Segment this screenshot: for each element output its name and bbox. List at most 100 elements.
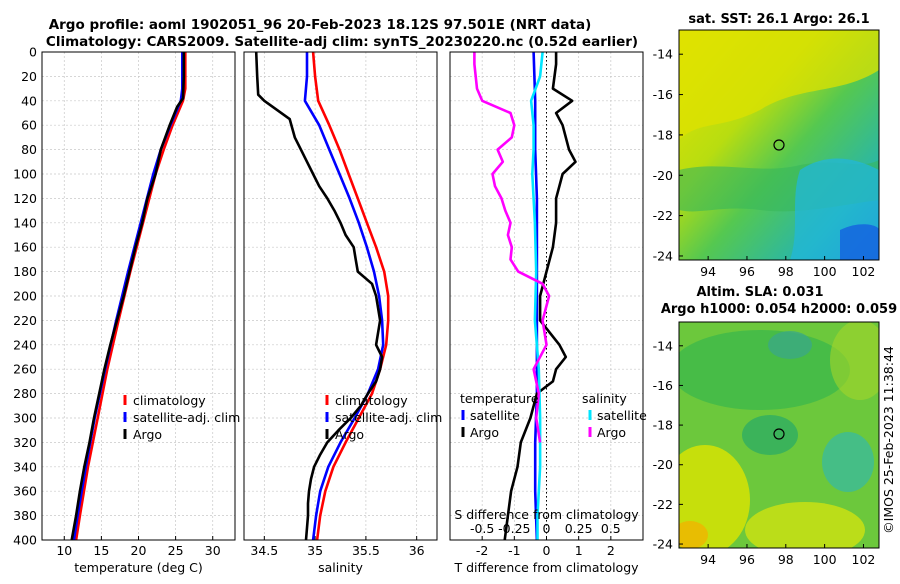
differences-series-salinity-argo	[473, 52, 551, 443]
depth-tick-label: 240	[13, 337, 37, 352]
sst-lon-tick-label: 100	[813, 264, 837, 279]
salinity-series-group	[254, 52, 390, 540]
sst-lat-tick-label: -24	[653, 248, 673, 263]
depth-tick-label: 360	[13, 484, 37, 499]
salinity-xtick-label: 36	[409, 543, 425, 558]
temperature-profile-panel: 10 15 20 25 30020406080100120140160180200220…	[13, 45, 240, 576]
temperature-legend-label: climatology	[133, 393, 206, 408]
salinity-xtick-label: 34.5	[250, 543, 278, 558]
sla-map-ticks: 94 96 98 100 102 -14 -16 -18 -20 -22 -24	[653, 338, 876, 567]
salinity-series-argo	[254, 52, 384, 540]
sst-lon-tick-label: 98	[778, 264, 794, 279]
depth-tick-label: 220	[13, 313, 37, 328]
figure-title-line2: Climatology: CARS2009. Satellite-adj cli…	[46, 34, 638, 50]
legend-salinity-title: salinity	[582, 391, 627, 406]
sla-green-high	[679, 330, 850, 410]
depth-tick-label: 380	[13, 508, 37, 523]
sst-lat-tick-label: -14	[653, 47, 673, 62]
differences-series-temperature-satellite	[532, 52, 539, 540]
legend-salinity-label: satellite	[597, 408, 647, 423]
sla-yellow-south	[745, 502, 865, 548]
differences-xtick-label: -1	[508, 543, 520, 558]
sla-map-panel: Altim. SLA: 0.031 Argo h1000: 0.054 h200…	[653, 285, 898, 567]
differences-xlabel: T difference from climatology	[453, 560, 639, 575]
depth-tick-label: 400	[13, 533, 37, 548]
sst-cold-corner	[840, 224, 879, 260]
salinity-legend-label: climatology	[335, 393, 408, 408]
sla-map-title-line2: Argo h1000: 0.054 h2000: 0.059	[661, 302, 897, 317]
sla-yellow-east	[830, 322, 879, 400]
differences-xtick-label: 0	[543, 543, 551, 558]
sla-lon-tick-label: 96	[739, 552, 755, 567]
salinity-axes-frame	[243, 51, 438, 541]
salinity-profile-panel: 34.5 35 35.5 36 salinity climatology satellite…	[243, 51, 442, 575]
temperature-xtick-label: 30	[205, 543, 221, 558]
depth-tick-label: 260	[13, 362, 37, 377]
depth-tick-label: 160	[13, 240, 37, 255]
differences-xtick-label: 1	[575, 543, 583, 558]
sst-lon-tick-label: 102	[852, 264, 876, 279]
sla-orange-patch	[679, 521, 708, 548]
depth-tick-label: 120	[13, 191, 37, 206]
sla-cyan-blob	[822, 432, 874, 492]
sst-map-panel: sat. SST: 26.1 Argo: 26.1 94 96 98 100 102 -1…	[653, 12, 880, 279]
legend-temperature-label: Argo	[470, 425, 499, 440]
sla-lat-tick-label: -22	[653, 497, 673, 512]
temperature-series-argo	[70, 52, 186, 540]
sst-warm-patch	[679, 30, 879, 140]
depth-tick-label: 340	[13, 459, 37, 474]
figure-title-line1: Argo profile: aoml 1902051_96 20-Feb-202…	[49, 17, 592, 33]
salinity-legend-label: satellite-adj. clim	[335, 410, 442, 425]
sla-lat-tick-label: -16	[653, 378, 673, 393]
salinity-series-satellite-adj-clim	[303, 52, 385, 540]
imos-timestamp: ©IMOS 25-Feb-2023 11:38:44	[881, 346, 896, 534]
salinity-series-climatology	[311, 52, 390, 540]
temperature-series-group	[70, 52, 187, 540]
depth-tick-label: 100	[13, 167, 37, 182]
temperature-legend-label: satellite-adj. clim	[133, 410, 240, 425]
differences-xtick-label: -2	[476, 543, 488, 558]
differences-series-salinity-satellite	[529, 52, 544, 540]
sla-teal-blob-north	[768, 331, 812, 359]
temperature-xtick-label: 25	[168, 543, 184, 558]
salinity-xtick-label: 35	[307, 543, 323, 558]
depth-tick-label: 180	[13, 264, 37, 279]
sla-lat-tick-label: -14	[653, 338, 673, 353]
sst-map-title: sat. SST: 26.1 Argo: 26.1	[688, 12, 869, 27]
salinity-difference-tick-label: -0.25	[498, 521, 530, 536]
sla-map-frame	[678, 321, 880, 549]
sst-lat-tick-label: -22	[653, 208, 673, 223]
depth-tick-label: 20	[21, 69, 37, 84]
salinity-difference-tick-label: -0.5	[470, 521, 494, 536]
salinity-difference-tick-label: 0.25	[565, 521, 593, 536]
sla-lat-tick-label: -24	[653, 537, 673, 552]
sla-lon-tick-label: 98	[778, 552, 794, 567]
temperature-xtick-label: 15	[93, 543, 109, 558]
sla-map-title-line1: Altim. SLA: 0.031	[697, 285, 824, 300]
sla-float-marker	[773, 428, 785, 440]
sla-lon-tick-label: 94	[700, 552, 716, 567]
differences-xtick-label: 2	[607, 543, 615, 558]
temperature-xtick-label: 10	[56, 543, 72, 558]
salinity-xlabel: salinity	[318, 560, 363, 575]
depth-tick-label: 0	[29, 45, 37, 60]
legend-temperature-title: temperature	[460, 391, 539, 406]
differences-axes-frame	[449, 51, 644, 541]
depth-tick-label: 40	[21, 93, 37, 108]
salinity-legend-label: Argo	[335, 427, 364, 442]
salinity-difference-axis-label: S difference from climatology	[454, 507, 639, 522]
sst-lon-tick-label: 96	[739, 264, 755, 279]
differences-series-group	[473, 52, 577, 540]
sla-teal-blob-center	[742, 415, 798, 455]
sla-lon-tick-label: 100	[813, 552, 837, 567]
sst-map-ticks: 94 96 98 100 102 -14 -16 -18 -20 -22 -24	[653, 47, 876, 279]
temperature-xtick-label: 20	[131, 543, 147, 558]
depth-tick-label: 320	[13, 435, 37, 450]
sst-lon-tick-label: 94	[700, 264, 716, 279]
depth-tick-label: 80	[21, 142, 37, 157]
legend-salinity-label: Argo	[597, 425, 626, 440]
depth-tick-label: 140	[13, 215, 37, 230]
depth-tick-label: 280	[13, 386, 37, 401]
